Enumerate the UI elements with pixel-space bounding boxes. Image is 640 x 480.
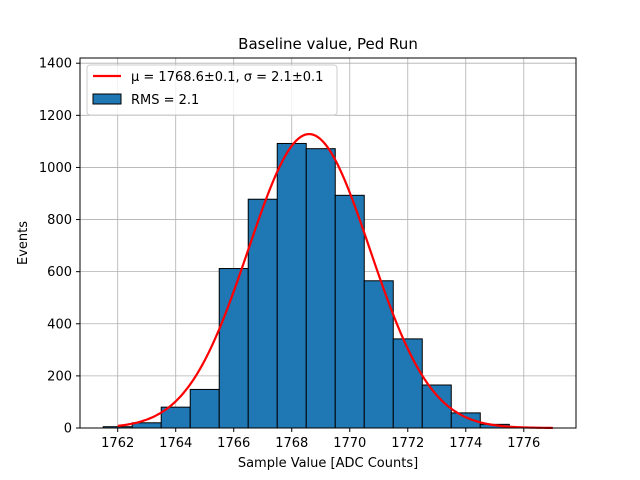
x-tick-label: 1768	[275, 436, 308, 451]
y-tick-label: 800	[47, 213, 72, 228]
legend-box	[86, 64, 338, 116]
x-tick-label: 1762	[101, 436, 134, 451]
legend-histogram-swatch	[92, 93, 122, 105]
x-axis-label: Sample Value [ADC Counts]	[238, 456, 418, 471]
y-tick-label: 1000	[39, 161, 72, 176]
histogram-bar	[421, 384, 452, 429]
y-axis-label: Events	[16, 221, 31, 265]
x-tick-label: 1764	[159, 436, 192, 451]
chart-title: Baseline value, Ped Run	[238, 35, 418, 53]
legend-histogram-label: RMS = 2.1	[131, 93, 199, 108]
histogram-bar	[276, 142, 307, 429]
y-tick-label: 1200	[39, 109, 72, 124]
x-tick-label: 1776	[507, 436, 540, 451]
y-tick-label: 400	[47, 317, 72, 332]
x-axis-ticks: 1762 1764 1766 1768 1770 1772 1774 1776	[101, 428, 540, 451]
histogram-bar	[218, 268, 249, 429]
histogram-bar	[247, 198, 278, 429]
y-axis-ticks: 0 200 400 600 800 1000 1200 1400	[39, 57, 80, 437]
y-tick-label: 1400	[39, 57, 72, 72]
x-tick-label: 1770	[333, 436, 366, 451]
x-tick-label: 1772	[391, 436, 424, 451]
histogram-bar	[305, 148, 336, 429]
legend: μ = 1768.6±0.1, σ = 2.1±0.1 RMS = 2.1	[86, 64, 338, 116]
histogram-bar	[392, 338, 423, 429]
histogram-bar	[334, 194, 365, 429]
legend-fit-label: μ = 1768.6±0.1, σ = 2.1±0.1	[131, 70, 323, 85]
x-tick-label: 1766	[217, 436, 250, 451]
histogram-bar	[189, 388, 220, 429]
y-tick-label: 600	[47, 265, 72, 280]
y-tick-label: 0	[64, 422, 72, 437]
gaussian-fit-curve	[117, 132, 553, 429]
histogram-bars	[102, 142, 510, 429]
plot-frame	[79, 57, 577, 429]
y-tick-label: 200	[47, 369, 72, 384]
x-tick-label: 1774	[449, 436, 482, 451]
